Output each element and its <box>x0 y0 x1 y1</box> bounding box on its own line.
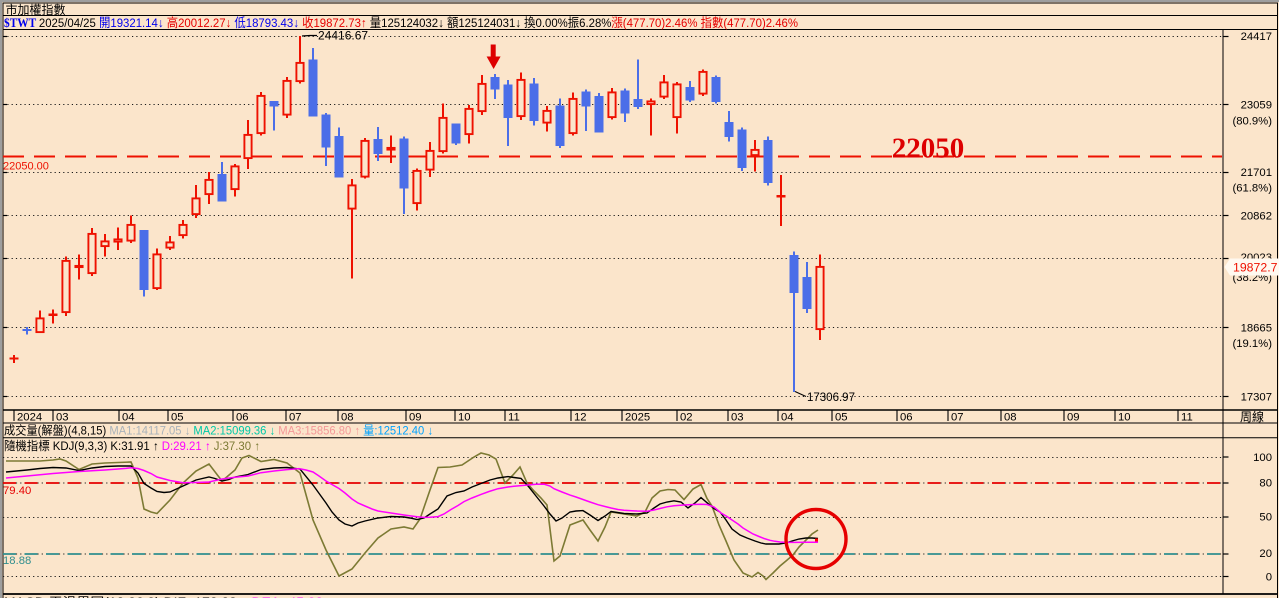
svg-text:07: 07 <box>289 412 302 424</box>
svg-text:07: 07 <box>951 412 964 424</box>
svg-text:03: 03 <box>56 412 69 424</box>
svg-text:23059: 23059 <box>1241 100 1272 112</box>
svg-text:24417: 24417 <box>1241 31 1272 43</box>
svg-text:08: 08 <box>341 412 354 424</box>
svg-text:17306.97: 17306.97 <box>807 392 855 404</box>
svg-text:2024: 2024 <box>17 412 42 424</box>
svg-text:06: 06 <box>236 412 249 424</box>
svg-text:04: 04 <box>122 412 135 424</box>
svg-text:22050: 22050 <box>892 133 965 165</box>
svg-text:$TWT 2025/04/25 開19321.14↓ 高20: $TWT 2025/04/25 開19321.14↓ 高20012.27↓ 低1… <box>4 15 798 30</box>
svg-text:18665: 18665 <box>1241 323 1272 335</box>
svg-text:05: 05 <box>835 412 848 424</box>
svg-text:20862: 20862 <box>1241 211 1272 223</box>
svg-text:21701: 21701 <box>1241 167 1272 179</box>
svg-text:50: 50 <box>1259 512 1272 524</box>
svg-text:08: 08 <box>1004 412 1017 424</box>
svg-text:04: 04 <box>781 412 794 424</box>
svg-text:09: 09 <box>409 412 422 424</box>
svg-text:(19.1%): (19.1%) <box>1232 338 1272 350</box>
svg-text:隨機指標 KDJ(9,3,3) K:31.91 ↑ D:2: 隨機指標 KDJ(9,3,3) K:31.91 ↑ D:29.21 ↑ J:37… <box>4 438 260 453</box>
svg-text:10: 10 <box>1118 412 1131 424</box>
svg-text:03: 03 <box>731 412 744 424</box>
svg-text:12: 12 <box>574 412 587 424</box>
svg-text:(80.9%): (80.9%) <box>1232 116 1272 128</box>
svg-text:06: 06 <box>900 412 913 424</box>
svg-text:24416.67: 24416.67 <box>318 29 368 43</box>
svg-text:80: 80 <box>1259 478 1272 490</box>
svg-text:100: 100 <box>1253 452 1272 464</box>
svg-text:17307: 17307 <box>1241 392 1272 404</box>
svg-text:20: 20 <box>1259 548 1272 560</box>
svg-text:10: 10 <box>458 412 471 424</box>
svg-text:79.40: 79.40 <box>3 485 31 497</box>
svg-text:(61.8%): (61.8%) <box>1232 183 1272 195</box>
svg-text:05: 05 <box>171 412 184 424</box>
svg-text:22050.00: 22050.00 <box>3 161 49 173</box>
svg-text:11: 11 <box>508 412 520 424</box>
svg-text:周線: 周線 <box>1240 409 1264 424</box>
svg-text:11: 11 <box>1181 412 1193 424</box>
svg-text:18.88: 18.88 <box>3 555 31 567</box>
svg-text:MACD 平滑異同(12,26,9) DIF:-172.23: MACD 平滑異同(12,26,9) DIF:-172.23 ↑ DEA:-45… <box>4 595 334 598</box>
svg-text:市加權指數: 市加權指數 <box>6 2 66 17</box>
svg-text:2025: 2025 <box>625 412 650 424</box>
svg-text:09: 09 <box>1067 412 1080 424</box>
svg-text:成交量(解盤)(4,8,15) MA1:14117.05 ↓: 成交量(解盤)(4,8,15) MA1:14117.05 ↓ MA2:15099… <box>4 422 433 437</box>
svg-text:19872.7: 19872.7 <box>1233 261 1278 275</box>
svg-text:02: 02 <box>680 412 693 424</box>
svg-text:0: 0 <box>1266 572 1272 584</box>
